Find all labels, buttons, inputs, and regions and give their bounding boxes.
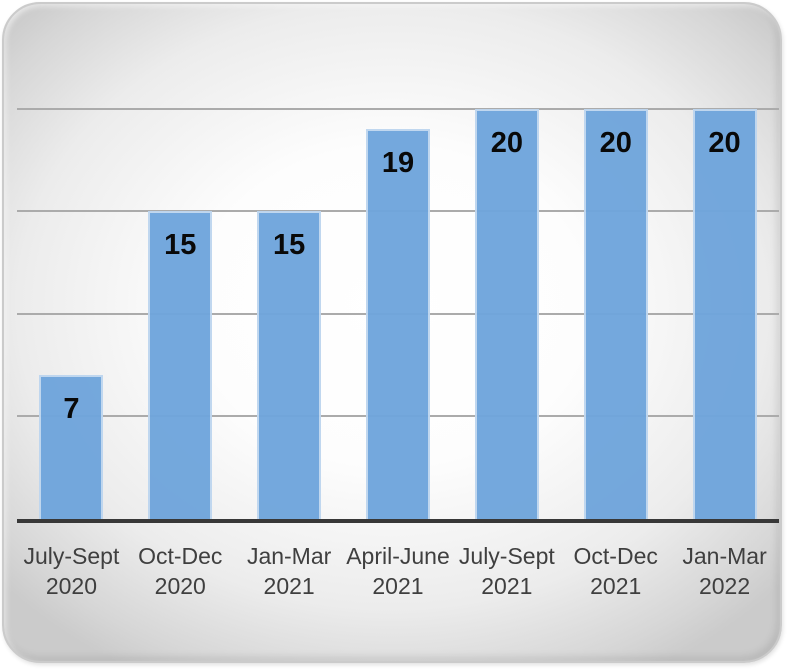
bar-oct-dec-2020: 15	[148, 211, 213, 519]
x-tick-label-line: 2021	[263, 573, 315, 599]
x-tick-label-line: Oct-Dec	[138, 543, 223, 569]
x-tick-label-line: 2021	[481, 573, 533, 599]
x-tick-label-line: April-June	[346, 543, 450, 569]
bar-value-label: 19	[381, 147, 415, 180]
x-tick-label-jan-mar-2021: Jan-Mar 2021	[235, 541, 344, 601]
bar-value-label: 7	[63, 393, 80, 426]
bar-july-sept-2020: 7	[39, 375, 104, 519]
bar-value-label: 15	[273, 229, 306, 262]
bar-value-label: 15	[164, 229, 197, 262]
x-tick-label-line: July-Sept	[458, 543, 555, 569]
x-axis-tick-labels: July-Sept 2020 Oct-Dec 2020 Jan-Mar 2021 April…	[17, 541, 779, 603]
bar-april-june-2021: 19	[366, 129, 430, 519]
x-tick-label-line: 2021	[590, 573, 642, 599]
chart-panel: 7 15 15 19 20 20 20 July-Sept 2020 Oct-Dec 2020 Ja…	[2, 2, 782, 663]
x-tick-label-line: 2021	[372, 573, 424, 599]
bar-july-sept-2021: 20	[474, 108, 539, 519]
x-tick-label-line: Jan-Mar	[246, 543, 332, 569]
x-tick-label-line: July-Sept	[23, 543, 120, 569]
x-tick-label-line: 2022	[698, 573, 751, 599]
x-tick-label-line: 2020	[154, 573, 206, 599]
x-tick-label-line: 2020	[45, 573, 97, 599]
x-tick-label-line: Jan-Mar	[682, 543, 767, 569]
bar-oct-dec-2021: 20	[583, 108, 648, 519]
x-tick-label-line: Oct-Dec	[573, 543, 658, 569]
bar-value-label: 20	[490, 126, 523, 159]
bar-value-label: 20	[708, 126, 741, 159]
x-tick-label-oct-dec-2021: Oct-Dec 2021	[561, 541, 670, 601]
x-tick-label-july-sept-2020: July-Sept 2020	[17, 541, 126, 601]
bar-value-label: 20	[599, 126, 632, 159]
x-tick-label-jan-mar-2022: Jan-Mar 2022	[670, 541, 779, 601]
bar-jan-mar-2022: 20	[692, 108, 757, 519]
gridline-20	[17, 107, 779, 110]
bar-jan-mar-2021: 15	[257, 211, 322, 519]
x-axis-line	[17, 519, 779, 523]
plot-area: 7 15 15 19 20 20 20	[17, 6, 779, 519]
x-tick-label-july-sept-2021: July-Sept 2021	[452, 541, 561, 601]
x-tick-label-oct-dec-2020: Oct-Dec 2020	[126, 541, 235, 601]
x-tick-label-april-june-2021: April-June 2021	[344, 541, 453, 601]
